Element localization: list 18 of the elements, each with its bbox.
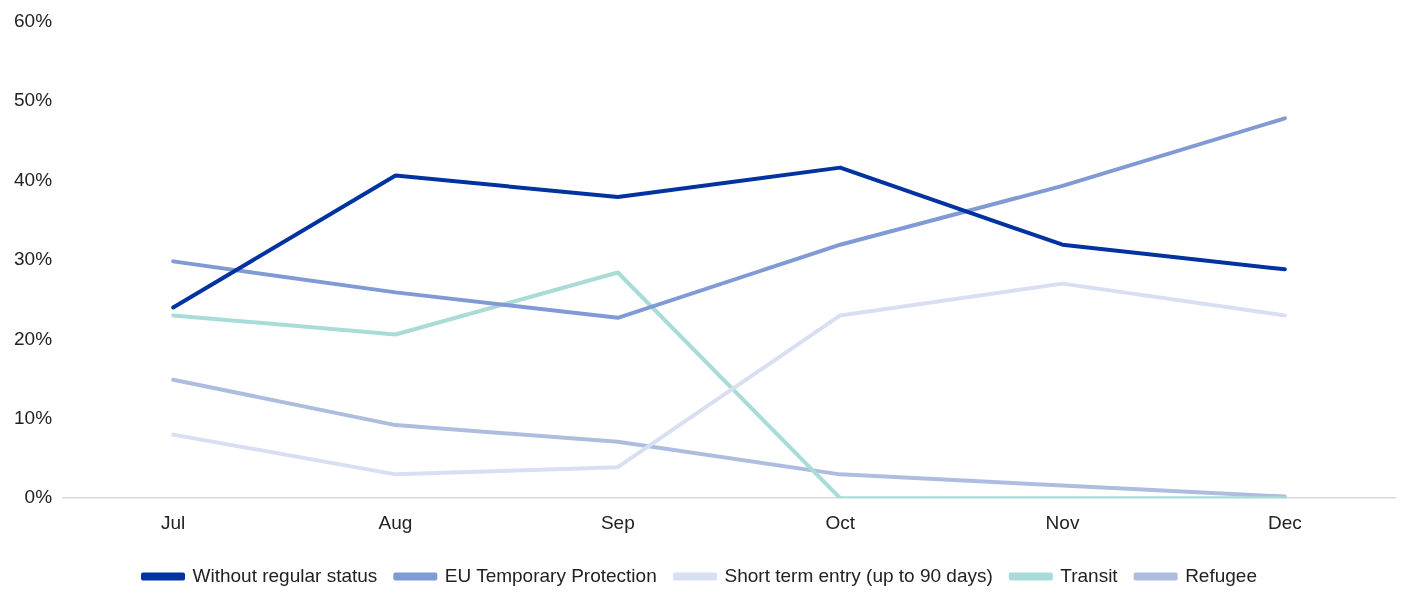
y-tick-label: 40% bbox=[14, 168, 53, 190]
x-tick-label: Nov bbox=[1045, 511, 1080, 533]
legend-label: Without regular status bbox=[192, 564, 378, 586]
y-tick-label: 30% bbox=[14, 248, 53, 270]
x-tick-label: Dec bbox=[1267, 511, 1302, 533]
y-tick-label: 0% bbox=[24, 486, 53, 508]
legend-label: EU Temporary Protection bbox=[444, 564, 657, 586]
y-tick-label: 50% bbox=[14, 89, 53, 111]
y-tick-label: 60% bbox=[14, 9, 53, 31]
legend-label: Short term entry (up to 90 days) bbox=[724, 564, 993, 586]
legend-label: Refugee bbox=[1185, 564, 1257, 586]
x-tick-label: Sep bbox=[600, 511, 635, 533]
x-tick-label: Aug bbox=[378, 511, 413, 533]
y-tick-label: 10% bbox=[14, 406, 53, 428]
x-tick-label: Jul bbox=[161, 511, 186, 533]
legend-label: Transit bbox=[1060, 564, 1119, 586]
x-tick-label: Oct bbox=[825, 511, 856, 533]
y-tick-label: 20% bbox=[14, 327, 53, 349]
